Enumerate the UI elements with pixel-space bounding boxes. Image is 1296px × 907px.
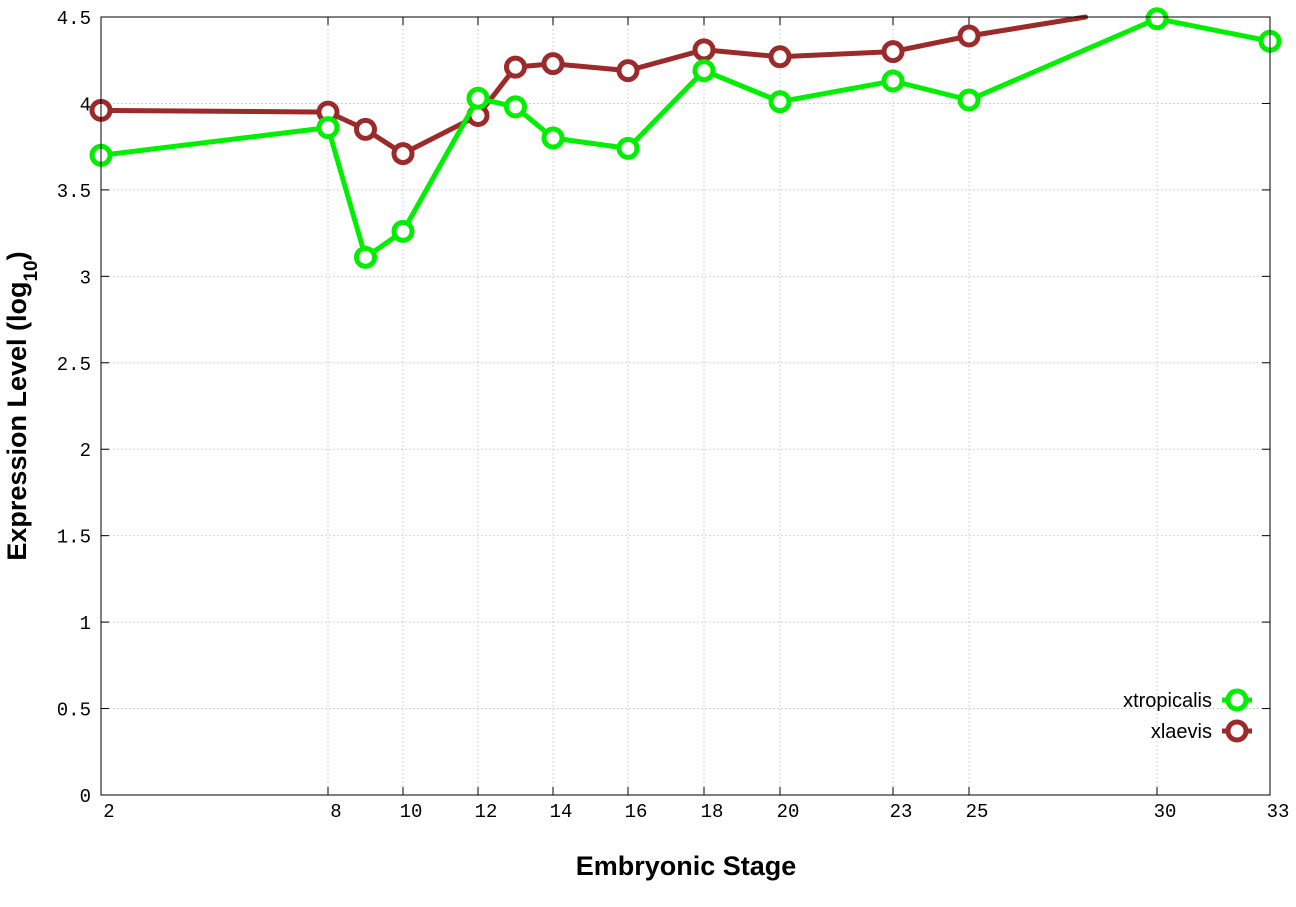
data-point-xlaevis bbox=[881, 40, 905, 64]
data-point-xtropicalis bbox=[354, 245, 377, 269]
data-point-xtropicalis bbox=[881, 69, 905, 93]
data-point-xtropicalis bbox=[466, 86, 490, 110]
x-tick-label: 23 bbox=[890, 801, 913, 823]
data-point-xlaevis bbox=[541, 52, 565, 76]
grid bbox=[101, 17, 1270, 795]
x-tick-label: 33 bbox=[1267, 801, 1290, 823]
legend: xtropicalis xlaevis bbox=[1123, 688, 1252, 743]
data-point-xtropicalis bbox=[957, 88, 981, 112]
legend-swatch-marker-xtropicalis bbox=[1225, 688, 1249, 712]
data-point-xlaevis bbox=[692, 38, 716, 62]
x-tick-label: 14 bbox=[550, 801, 573, 823]
y-tick-label: 0 bbox=[80, 786, 91, 808]
y-axis-title: Expression Level (log10) bbox=[2, 251, 42, 560]
data-point-xtropicalis bbox=[692, 59, 716, 83]
data-point-xlaevis bbox=[768, 45, 792, 69]
series bbox=[89, 7, 1282, 269]
x-tick-label: 8 bbox=[330, 801, 341, 823]
x-tick-label: 10 bbox=[400, 801, 423, 823]
y-tick-label: 4.5 bbox=[57, 8, 91, 30]
x-tick-label: 30 bbox=[1154, 801, 1177, 823]
data-point-xtropicalis bbox=[391, 219, 415, 243]
y-tick-label: 1.5 bbox=[57, 527, 91, 549]
x-tick-label: 20 bbox=[777, 801, 800, 823]
y-tick-label: 2.5 bbox=[57, 354, 91, 376]
y-tick-label: 0.5 bbox=[57, 700, 91, 722]
y-tick-label: 3.5 bbox=[57, 181, 91, 203]
x-tick-label: 16 bbox=[625, 801, 648, 823]
legend-label-xtropicalis: xtropicalis bbox=[1123, 690, 1212, 712]
y-tick-label: 1 bbox=[80, 613, 91, 635]
data-point-xlaevis bbox=[391, 142, 415, 166]
data-point-xlaevis bbox=[957, 24, 981, 48]
plot-frame bbox=[100, 16, 1271, 796]
x-tick-label: 12 bbox=[475, 801, 498, 823]
y-tick-label: 2 bbox=[80, 440, 91, 462]
y-tick-label: 4 bbox=[80, 94, 91, 116]
legend-label-xlaevis: xlaevis bbox=[1151, 721, 1212, 743]
y-axis-title-main: Expression Level (log bbox=[2, 282, 32, 561]
data-point-xtropicalis bbox=[316, 116, 340, 140]
y-axis-title-suffix: ) bbox=[2, 251, 32, 260]
data-point-xtropicalis bbox=[616, 136, 640, 160]
y-axis-title-subscript: 10 bbox=[21, 260, 42, 281]
data-point-xlaevis bbox=[504, 55, 527, 79]
data-point-xtropicalis bbox=[1145, 7, 1169, 31]
data-point-xtropicalis bbox=[504, 95, 527, 119]
y-tick-label: 3 bbox=[80, 267, 91, 289]
data-point-xtropicalis bbox=[768, 90, 792, 114]
x-tick-label: 18 bbox=[701, 801, 724, 823]
data-point-xlaevis bbox=[354, 117, 377, 141]
legend-swatch-marker-xlaevis bbox=[1225, 719, 1249, 743]
data-point-xtropicalis bbox=[541, 126, 565, 150]
series-xtropicalis bbox=[89, 7, 1282, 269]
x-tick-label: 25 bbox=[966, 801, 989, 823]
x-axis-title: Embryonic Stage bbox=[576, 851, 797, 881]
tick-labels: 2 8 10 12 14 16 18 20 23 25 30 33 0 0.5 1 1.5 2 2.5 3 3.5 4 4… bbox=[57, 8, 1290, 823]
x-tick-label: 2 bbox=[103, 801, 114, 823]
data-point-xlaevis bbox=[616, 59, 640, 83]
